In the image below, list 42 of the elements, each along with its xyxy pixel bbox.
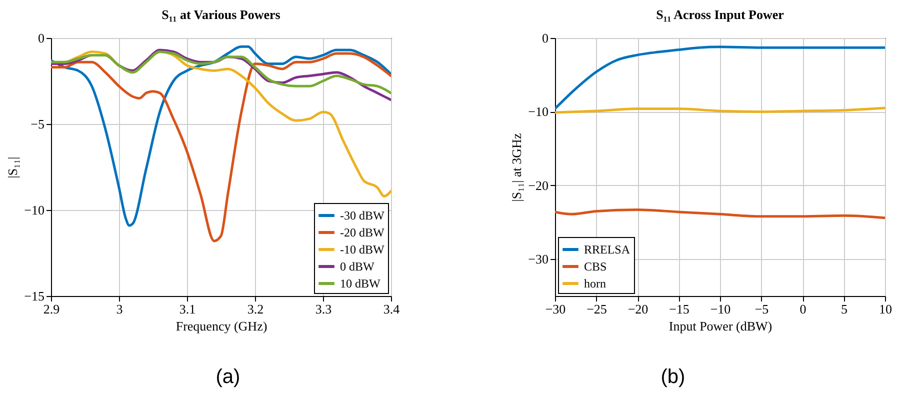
chart-title: S₁₁ Across Input Power bbox=[656, 7, 784, 22]
x-tick-label: 3 bbox=[116, 302, 123, 316]
legend-label: -30 dBW bbox=[340, 208, 385, 222]
legend-label: 10 dBW bbox=[340, 276, 382, 290]
legend-label: CBS bbox=[584, 260, 607, 274]
line-series bbox=[51, 50, 391, 94]
y-tick-label: −10 bbox=[24, 202, 44, 218]
x-tick-label: 2.9 bbox=[43, 302, 60, 316]
x-tick-label: 10 bbox=[879, 302, 892, 316]
text: (a) bbox=[216, 366, 240, 389]
y-axis-title: |S₁₁| at 3GHz bbox=[509, 133, 524, 202]
y-axis-title: |S₁₁| bbox=[5, 156, 20, 178]
legend-label: -20 dBW bbox=[340, 226, 385, 240]
line-series bbox=[555, 46, 885, 110]
y-tick-label: 0 bbox=[38, 30, 44, 46]
y-tick-label: −5 bbox=[30, 116, 44, 132]
y-tick-label: 0 bbox=[542, 30, 548, 46]
x-tick-label: 5 bbox=[841, 302, 848, 316]
chart-title: S₁₁ at Various Powers bbox=[162, 7, 280, 22]
legend-label: -10 dBW bbox=[340, 242, 385, 256]
x-tick-label: −15 bbox=[669, 302, 690, 316]
line-series bbox=[555, 208, 885, 220]
legend-label: RRELSA bbox=[584, 242, 630, 256]
x-tick-label: 3.4 bbox=[383, 302, 400, 316]
x-tick-label: −20 bbox=[628, 302, 648, 316]
x-axis-title: Frequency (GHz) bbox=[176, 318, 268, 334]
x-tick-label: −25 bbox=[586, 302, 607, 316]
y-tick-label: −15 bbox=[24, 288, 44, 304]
y-tick-label: −20 bbox=[528, 178, 548, 193]
x-axis-title: Input Power (dBW) bbox=[668, 318, 772, 334]
x-tick-label: 3.1 bbox=[179, 302, 196, 316]
x-tick-label: −5 bbox=[754, 302, 769, 316]
x-tick-label: −10 bbox=[710, 302, 731, 316]
y-tick-label: −10 bbox=[528, 104, 548, 120]
x-tick-label: 0 bbox=[800, 302, 806, 316]
y-tick-label: −30 bbox=[528, 252, 548, 267]
legend-label: horn bbox=[584, 276, 606, 290]
legend-label: 0 dBW bbox=[340, 260, 376, 274]
text: (b) bbox=[660, 366, 686, 389]
x-tick-label: −30 bbox=[545, 302, 566, 316]
x-tick-label: 3.3 bbox=[315, 302, 332, 316]
x-tick-label: 3.2 bbox=[247, 302, 264, 316]
